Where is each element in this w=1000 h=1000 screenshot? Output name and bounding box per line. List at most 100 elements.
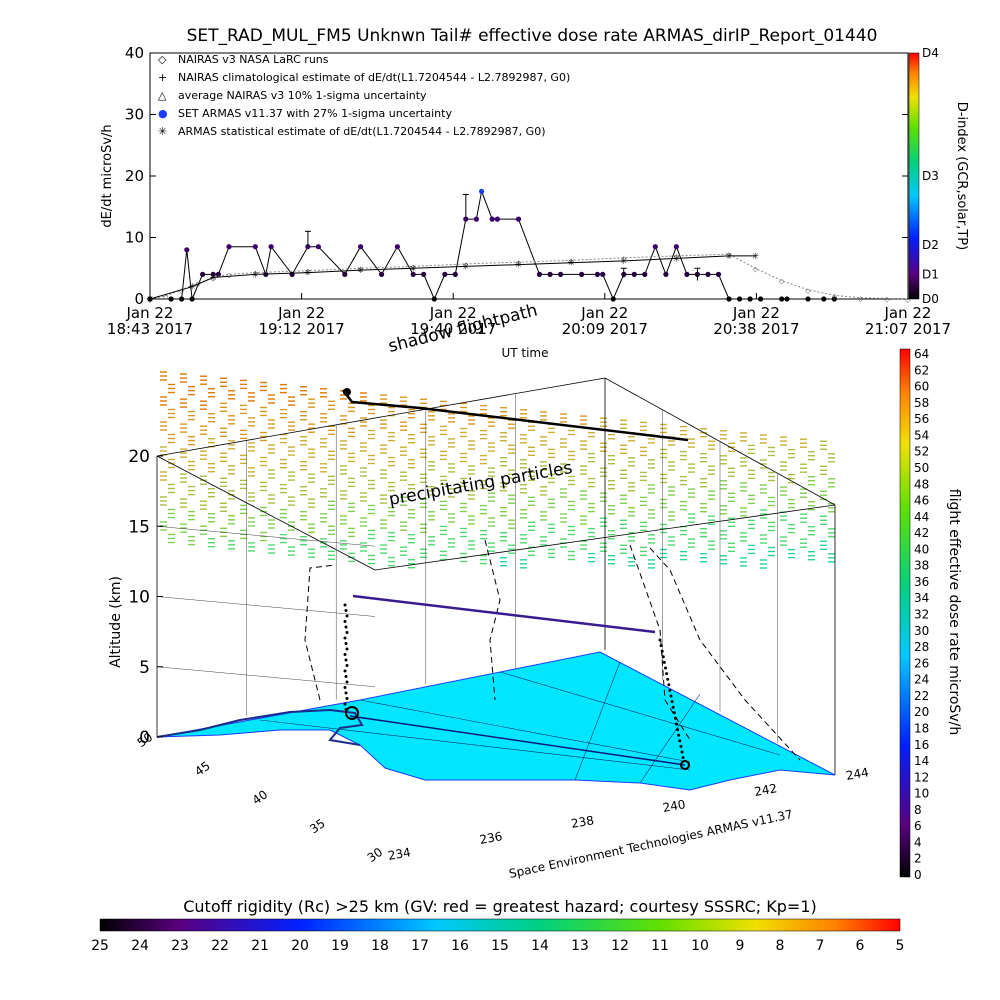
dose-colorbar-tick-label: 16	[914, 738, 929, 752]
dindex-ticks: D4 D3 D2 D1 D0	[922, 46, 939, 306]
nairas-point: ◇	[147, 296, 153, 304]
armas-point	[600, 271, 606, 277]
armas-point	[184, 247, 190, 253]
longitude-tick-label: 238	[570, 813, 595, 831]
armas-point	[268, 244, 274, 250]
climb-dot	[344, 658, 348, 662]
nairas-point: ◇	[621, 255, 627, 263]
cutoff-tick-label: 9	[736, 938, 745, 954]
nairas-point: ◇	[753, 265, 759, 273]
armas-stat-point: ✳	[146, 295, 154, 305]
dose-colorbar-tick-label: 48	[914, 477, 929, 491]
nairas-point: ◇	[905, 296, 911, 304]
armas-point	[831, 296, 837, 302]
latitude-tick-label: 35	[307, 816, 328, 836]
armas-stat-point: ✳	[567, 259, 575, 269]
grid-line	[156, 526, 376, 547]
cutoff-tick-label: 11	[651, 938, 669, 954]
flight-track-altitude	[352, 594, 656, 634]
nairas-point: ◇	[463, 261, 469, 269]
longitude-tick-label: 240	[662, 797, 687, 815]
dindex-tick-label: D0	[922, 292, 939, 306]
armas-point	[226, 244, 232, 250]
y-tick-label: 20	[125, 167, 144, 185]
armas-point	[594, 271, 601, 277]
cutoff-colorbar-ticks: 25 24 23 22 21 20 19 18 17 16 15 14 13 12 11 10 9 8 7 6 5	[91, 938, 904, 954]
dose-colorbar-tick-label: 38	[914, 559, 929, 573]
armas-stat-point: ✳	[188, 283, 196, 293]
climb-dot	[343, 603, 347, 607]
cutoff-tick-label: 22	[211, 938, 229, 954]
descent-dot	[662, 660, 666, 664]
cutoff-tick-label: 18	[371, 938, 389, 954]
descent-dot	[667, 683, 671, 687]
armas-point	[489, 216, 495, 222]
dose-colorbar-tick-label: 44	[914, 510, 929, 524]
armas-stat-line	[149, 255, 756, 300]
climb-dot	[345, 647, 349, 651]
cutoff-tick-label: 12	[611, 938, 629, 954]
armas-point	[715, 271, 722, 277]
legend-symbol: ●	[158, 107, 168, 120]
dose-colorbar-ticks: 6462605856545250484644424038363432302826…	[914, 347, 929, 882]
altitude-tick-label: 20	[128, 447, 150, 467]
legend-symbol: △	[158, 89, 167, 102]
armas-point	[663, 271, 669, 277]
climb-dot	[343, 686, 347, 689]
dose-colorbar-tick-label: 56	[914, 412, 929, 426]
armas-point	[705, 271, 711, 277]
armas-point	[515, 216, 522, 222]
dose-colorbar	[899, 348, 911, 878]
y-tick-label: 0	[134, 290, 144, 308]
cutoff-tick-label: 21	[251, 938, 269, 954]
nairas-point: ◇	[805, 287, 811, 295]
armas-point	[821, 296, 827, 302]
descent-dot	[675, 722, 678, 726]
cutoff-tick-label: 7	[816, 938, 825, 954]
nairas-point: ◇	[674, 253, 680, 261]
ground-track	[349, 715, 686, 766]
dose-colorbar-tick-label: 34	[914, 591, 929, 605]
dose-colorbar-tick-label: 42	[914, 526, 929, 540]
x-tick-label: Jan 22	[429, 304, 477, 322]
dose-colorbar-tick-label: 36	[914, 575, 929, 589]
dose-colorbar-tick-label: 6	[914, 819, 922, 833]
dose-colorbar-tick-label: 58	[914, 396, 929, 410]
dose-colorbar-tick-label: 62	[914, 363, 929, 377]
cutoff-tick-label: 17	[411, 938, 429, 954]
armas-point	[179, 296, 185, 302]
descent-dot	[672, 711, 676, 715]
x-tick-label: 21:07 2017	[865, 320, 951, 338]
descent-dot	[670, 700, 674, 704]
descent-dot	[678, 739, 682, 743]
climb-dot	[343, 620, 347, 623]
x-tick-label: Jan 22	[580, 304, 628, 322]
altitude-axis-label: Altitude (km)	[108, 576, 124, 668]
dose-colorbar-tick-label: 64	[914, 347, 929, 361]
x-tick-label: Jan 22	[126, 304, 174, 322]
cutoff-colorbar-group: Cutoff rigidity (Rc) >25 km (GV: red = g…	[91, 897, 904, 954]
armas-point	[758, 296, 764, 302]
x-tick-label: 18:43 2017	[107, 320, 193, 338]
legend-symbol: ✳	[158, 125, 167, 138]
descent-dot	[664, 666, 667, 670]
armas-point	[610, 296, 616, 302]
cutoff-colorbar	[99, 918, 901, 932]
armas-stat-point: ✳	[357, 266, 365, 276]
nairas-series-line	[149, 253, 909, 300]
descent-dot	[660, 649, 664, 653]
dose-colorbar-tick-label: 46	[914, 494, 929, 508]
armas-stat-point: ✳	[462, 262, 470, 272]
map-surface	[156, 651, 836, 791]
armas-point	[673, 244, 680, 250]
descent-dot	[661, 655, 665, 659]
y-tick-label: 40	[125, 44, 144, 62]
climb-dot	[343, 669, 347, 673]
armas-point	[463, 216, 469, 222]
cutoff-tick-label: 8	[776, 938, 785, 954]
descent-dot	[658, 638, 662, 642]
cutoff-tick-label: 19	[331, 938, 349, 954]
dose-colorbar-tick-label: 30	[914, 624, 929, 638]
altitude-tick-label: 5	[139, 658, 150, 678]
armas-point	[494, 216, 500, 222]
